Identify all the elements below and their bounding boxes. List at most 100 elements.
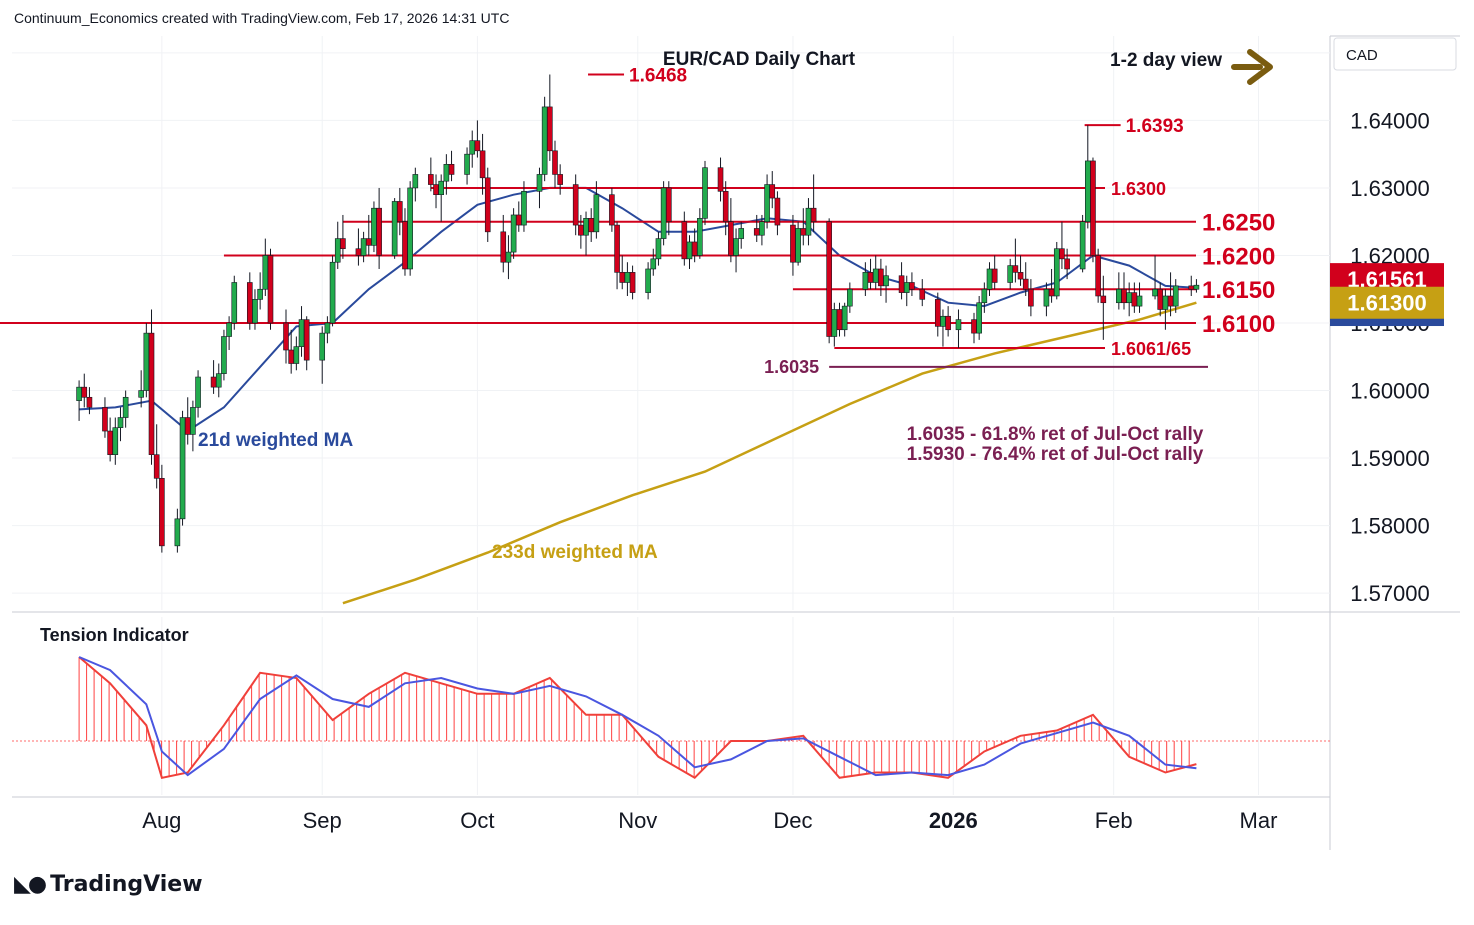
candle-body — [1007, 265, 1014, 283]
level-label: 1.6250 — [1202, 210, 1275, 237]
candle-body — [303, 319, 310, 361]
candle-body — [1079, 221, 1086, 270]
candle-body — [774, 197, 781, 226]
candle-body — [578, 224, 584, 236]
candle-body — [81, 386, 88, 398]
candle-body — [1022, 278, 1029, 290]
candle-body — [376, 207, 382, 256]
candle-body — [903, 282, 910, 293]
candle-body — [433, 184, 439, 195]
candle-body — [391, 201, 398, 256]
x-tick-label: Aug — [142, 808, 181, 833]
candle-body — [547, 106, 553, 152]
tradingview-logo[interactable]: ◣● TradingView — [14, 872, 203, 897]
x-tick-label: Nov — [618, 808, 657, 833]
candle-body — [991, 268, 998, 283]
x-tick-label: Mar — [1240, 808, 1278, 833]
chart-title: EUR/CAD Daily Chart — [663, 49, 856, 70]
x-tick-label: Dec — [773, 808, 812, 833]
candle-body — [153, 454, 160, 479]
y-tick-label: 1.58000 — [1350, 514, 1430, 539]
candle-body — [831, 309, 838, 337]
candle-body — [479, 150, 486, 179]
candle-body — [955, 319, 962, 331]
candle-body — [334, 238, 341, 263]
candle-body — [1043, 288, 1050, 307]
candle-body — [174, 518, 181, 547]
candle-body — [728, 221, 734, 256]
candle-body — [810, 207, 817, 223]
chart-subtitle: 1-2 day view — [1110, 50, 1222, 71]
candle-body — [340, 238, 346, 250]
currency-label: CAD — [1346, 47, 1378, 64]
candle-body — [252, 299, 258, 324]
candle-body — [515, 214, 522, 226]
annotation-fib-618: 1.6035 - 61.8% ret of Jul-Oct rally — [907, 424, 1204, 445]
y-tick-label: 1.63000 — [1350, 176, 1430, 201]
candle-body — [795, 228, 801, 263]
candle-body — [1121, 288, 1127, 304]
x-tick-label: Oct — [460, 808, 494, 833]
candle-body — [107, 430, 113, 455]
right-arrow-icon — [1231, 49, 1273, 85]
candle-body — [412, 174, 419, 189]
fib-level-label: 1.6035 — [764, 357, 819, 377]
candle-body — [1131, 292, 1138, 307]
candle-body — [521, 191, 527, 226]
ma21-line — [79, 186, 1197, 433]
candle-body — [986, 268, 993, 290]
candle-body — [650, 258, 657, 270]
y-tick-label: 1.64000 — [1350, 108, 1430, 133]
candle-body — [122, 396, 129, 418]
level-label: 1.6150 — [1202, 277, 1275, 304]
candle-body — [800, 228, 807, 236]
peak-label: 1.6393 — [1126, 116, 1184, 137]
candle-body — [293, 346, 300, 364]
candle-body — [1157, 288, 1164, 310]
candle-body — [360, 238, 367, 256]
candle-body — [428, 174, 434, 185]
price-tag-box — [1330, 286, 1444, 319]
candle-body — [138, 390, 144, 398]
x-tick-label: 2026 — [929, 808, 978, 833]
ma233-label: 233d weighted MA — [492, 542, 658, 563]
candle-body — [872, 268, 879, 283]
candle-body — [940, 315, 946, 327]
candle-body — [190, 407, 196, 435]
candle-body — [981, 288, 988, 304]
candle-body — [448, 164, 455, 175]
candle-body — [681, 221, 688, 260]
candle-body — [878, 268, 884, 287]
candle-body — [397, 201, 403, 223]
candle-body — [159, 478, 165, 547]
candle-body — [355, 248, 362, 256]
candle-body — [179, 417, 186, 520]
candle-body — [541, 106, 548, 175]
candle-body — [557, 174, 563, 185]
candle-body — [1100, 295, 1107, 304]
candle-body — [267, 255, 274, 324]
y-tick-label: 1.59000 — [1350, 446, 1430, 471]
candle-body — [971, 319, 977, 334]
candle-body — [484, 177, 491, 233]
candle-body — [510, 214, 517, 253]
candle-body — [624, 272, 631, 283]
level-label: 1.6200 — [1202, 243, 1275, 270]
candle-body — [702, 167, 708, 219]
candle-body — [1193, 284, 1200, 290]
candle-body — [536, 174, 543, 192]
candle-body — [195, 376, 201, 408]
candle-body — [324, 322, 331, 334]
candle-body — [464, 153, 470, 175]
candle-body — [1059, 248, 1065, 260]
candle-body — [1084, 160, 1091, 223]
candle-body — [1095, 255, 1101, 297]
candle-body — [1152, 288, 1158, 297]
candle-body — [1188, 285, 1195, 290]
candle-body — [862, 272, 869, 290]
y-tick-label: 1.60000 — [1350, 379, 1430, 404]
candle-body — [934, 299, 941, 327]
candle-body — [945, 315, 951, 331]
candle-body — [1090, 160, 1096, 256]
candle-body — [365, 238, 372, 246]
